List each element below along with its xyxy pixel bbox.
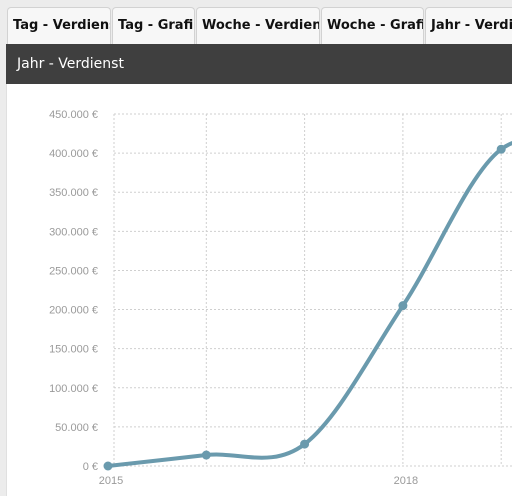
y-tick-label: 50.000 € <box>55 422 98 434</box>
tab-jahr-verdienst[interactable]: Jahr - Verdienst <box>425 7 512 44</box>
tab-tag-grafik[interactable]: Tag - Grafik <box>112 7 195 44</box>
chart-panel: 0 € 50.000 € 100.000 € 150.000 € 200.000 € 25… <box>6 84 512 496</box>
y-tick-label: 150.000 € <box>49 344 98 356</box>
tab-woche-grafik[interactable]: Woche - Grafik <box>321 7 424 44</box>
y-tick-label: 450.000 € <box>49 109 98 121</box>
page-title: Jahr - Verdienst <box>6 44 512 84</box>
data-point <box>398 301 408 311</box>
tab-tag-verdienst[interactable]: Tag - Verdienst <box>7 7 111 44</box>
data-point <box>300 439 310 449</box>
y-tick-label: 250.000 € <box>49 265 98 277</box>
data-point <box>103 461 113 471</box>
y-tick-label: 200.000 € <box>49 305 98 317</box>
y-tick-label: 400.000 € <box>49 148 98 160</box>
line-chart: 0 € 50.000 € 100.000 € 150.000 € 200.000 € 25… <box>49 109 512 487</box>
y-tick-label: 350.000 € <box>49 187 98 199</box>
x-tick-label: 2018 <box>394 475 418 487</box>
y-tick-label: 300.000 € <box>49 226 98 238</box>
x-tick-label: 2015 <box>99 475 123 487</box>
y-tick-label: 0 € <box>83 461 98 473</box>
tab-woche-verdienst[interactable]: Woche - Verdienst <box>196 7 320 44</box>
y-tick-label: 100.000 € <box>49 383 98 395</box>
data-point <box>496 144 506 154</box>
series-line <box>106 141 512 468</box>
data-point <box>201 450 211 460</box>
